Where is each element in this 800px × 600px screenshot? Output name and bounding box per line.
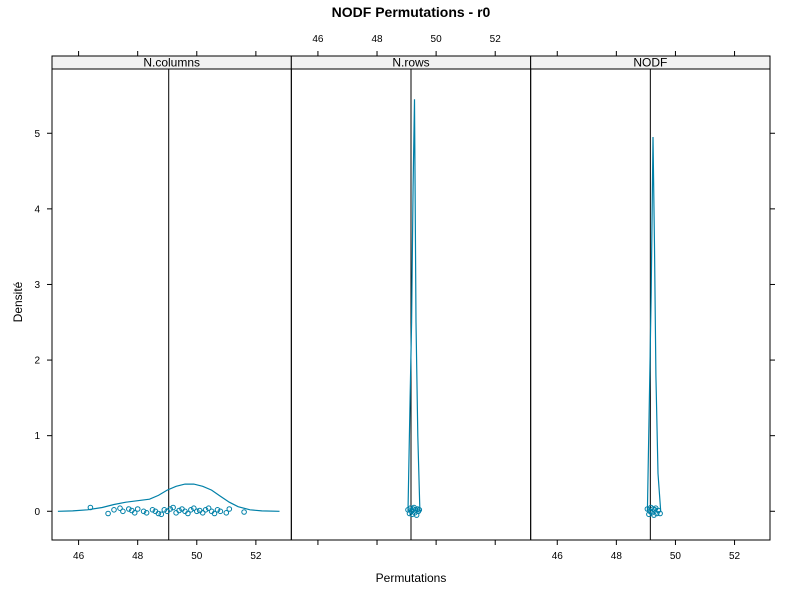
data-point (143, 510, 150, 516)
x-tick-label: 46 (73, 551, 85, 562)
y-tick-label: 0 (34, 507, 40, 518)
data-point (161, 507, 168, 513)
panel-frame (51, 68, 292, 541)
data-point (188, 507, 194, 513)
data-point (194, 508, 200, 515)
panel-strip-label: N.rows (392, 56, 429, 70)
x-tick-label: 48 (371, 34, 383, 45)
chart-title: NODF Permutations - r0 (332, 4, 491, 20)
y-axis-label: Densité (11, 281, 25, 322)
data-point (202, 507, 209, 513)
data-point (105, 510, 111, 517)
y-tick-label: 4 (34, 204, 40, 215)
data-point (651, 512, 657, 518)
data-point (191, 505, 197, 512)
data-point (654, 510, 660, 517)
panel-strip-label: NODF (633, 56, 667, 70)
x-tick-label: 50 (431, 34, 443, 45)
density-curve (57, 483, 280, 512)
y-tick-label: 3 (34, 280, 40, 291)
data-point (120, 508, 126, 515)
data-point (217, 508, 224, 515)
panel-1: N.columns 46 48 50 52 (51, 51, 292, 562)
x-tick-label: 48 (611, 551, 623, 562)
density-curve (407, 99, 421, 512)
data-point (134, 506, 141, 512)
data-point (149, 507, 156, 513)
data-point (117, 505, 123, 512)
data-point (111, 507, 117, 513)
data-point (87, 504, 94, 511)
panel-2: N.rows 46 48 50 52 (290, 34, 532, 545)
x-tick-label: 52 (490, 34, 502, 45)
data-point (131, 510, 138, 516)
panel-strip-label: N.columns (143, 56, 200, 70)
data-point (176, 507, 182, 514)
data-point (241, 509, 247, 515)
x-axis-label: Permutations (376, 571, 447, 585)
x-tick-label: 46 (312, 34, 324, 45)
data-point (214, 507, 221, 513)
data-point (185, 510, 191, 517)
data-point (223, 510, 230, 516)
x-tick-label: 50 (670, 551, 682, 562)
density-curve (646, 136, 662, 512)
data-point (211, 510, 218, 517)
y-tick-label: 1 (34, 431, 40, 442)
x-tick-label: 50 (191, 551, 203, 562)
data-point (167, 506, 173, 512)
data-point (646, 511, 652, 518)
data-point (205, 505, 212, 512)
y-tick-label: 2 (34, 356, 40, 367)
data-point (407, 505, 414, 512)
x-tick-label: 52 (729, 551, 741, 562)
x-tick-label: 46 (552, 551, 564, 562)
x-tick-label: 52 (250, 551, 262, 562)
data-point (155, 510, 162, 517)
data-point (657, 510, 663, 517)
data-point (140, 508, 147, 515)
panel-3: NODF 46 48 50 52 (530, 51, 771, 562)
data-point (126, 506, 132, 512)
y-tick-label: 5 (34, 129, 40, 140)
data-point (199, 510, 206, 516)
x-tick-label: 48 (132, 551, 144, 562)
data-point (416, 507, 423, 513)
data-point (158, 511, 165, 518)
data-point (226, 506, 233, 512)
data-point (170, 504, 176, 511)
